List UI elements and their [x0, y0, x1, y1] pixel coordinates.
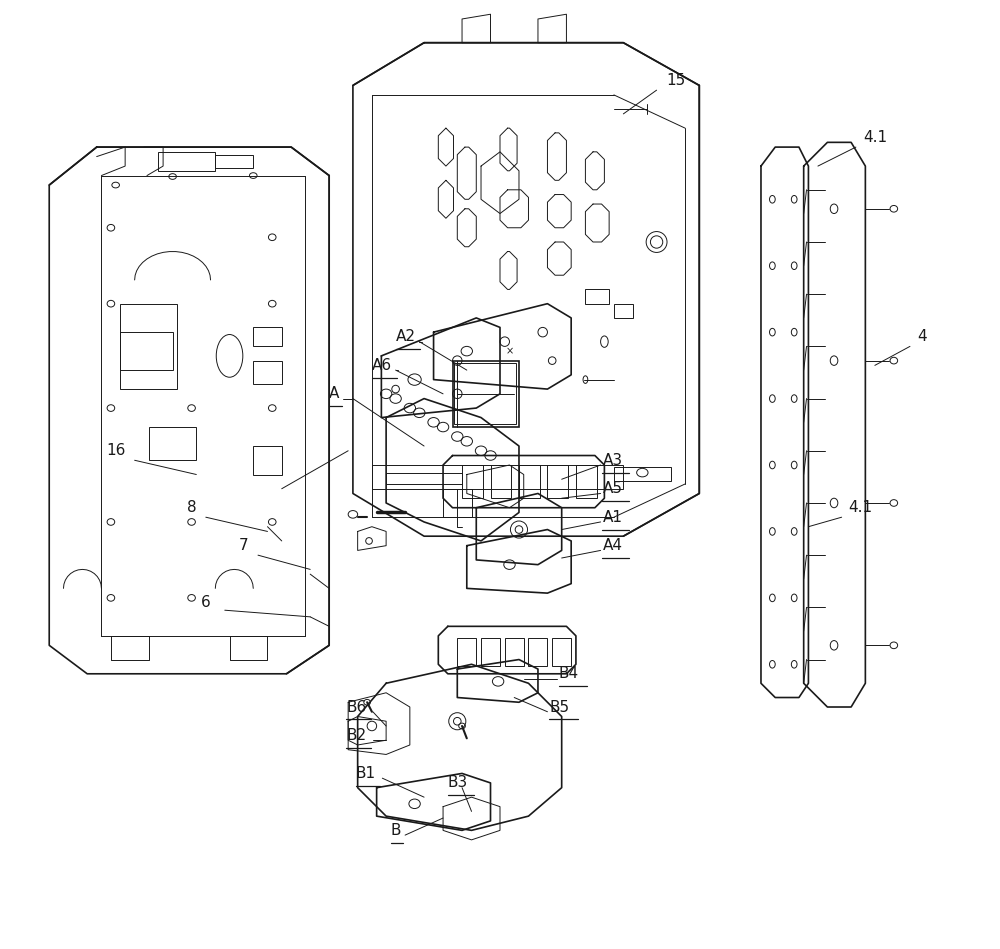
- Text: 4.1: 4.1: [863, 130, 887, 145]
- Bar: [120, 332, 173, 370]
- Text: B2: B2: [346, 728, 366, 743]
- Bar: [614, 304, 633, 318]
- Text: B4: B4: [559, 666, 579, 681]
- Bar: [253, 446, 282, 474]
- Bar: [454, 363, 516, 424]
- Bar: [462, 465, 483, 498]
- Bar: [505, 638, 524, 666]
- Text: 6: 6: [201, 595, 211, 610]
- Bar: [552, 638, 571, 666]
- Bar: [253, 361, 282, 384]
- Text: $\times$: $\times$: [505, 346, 514, 356]
- Text: A5: A5: [602, 481, 622, 496]
- Text: A: A: [329, 386, 340, 401]
- Text: B3: B3: [448, 775, 468, 791]
- Text: A6: A6: [372, 358, 392, 373]
- Bar: [585, 289, 609, 304]
- Bar: [519, 465, 540, 498]
- Text: 4.1: 4.1: [849, 500, 873, 515]
- Text: 15: 15: [666, 73, 685, 88]
- Text: A4: A4: [602, 538, 622, 553]
- Bar: [215, 155, 253, 168]
- Bar: [576, 465, 597, 498]
- Bar: [481, 638, 500, 666]
- Bar: [386, 473, 462, 484]
- Bar: [528, 638, 547, 666]
- Bar: [457, 638, 476, 666]
- Text: A1: A1: [602, 510, 622, 525]
- Bar: [614, 467, 671, 481]
- Bar: [453, 361, 519, 427]
- Bar: [547, 465, 568, 498]
- Text: B: B: [391, 823, 401, 838]
- Text: B1: B1: [356, 766, 376, 781]
- Bar: [253, 327, 282, 346]
- Text: 4: 4: [917, 329, 927, 344]
- Text: B5: B5: [549, 699, 569, 715]
- Text: 16: 16: [106, 443, 125, 458]
- Bar: [120, 304, 177, 389]
- Bar: [149, 427, 196, 460]
- Text: B6: B6: [346, 699, 367, 715]
- Text: A2: A2: [396, 329, 416, 344]
- Text: 8: 8: [187, 500, 196, 515]
- Bar: [158, 152, 215, 171]
- Text: A3: A3: [602, 453, 623, 468]
- Text: 7: 7: [239, 538, 249, 553]
- Bar: [372, 465, 623, 489]
- Bar: [491, 465, 511, 498]
